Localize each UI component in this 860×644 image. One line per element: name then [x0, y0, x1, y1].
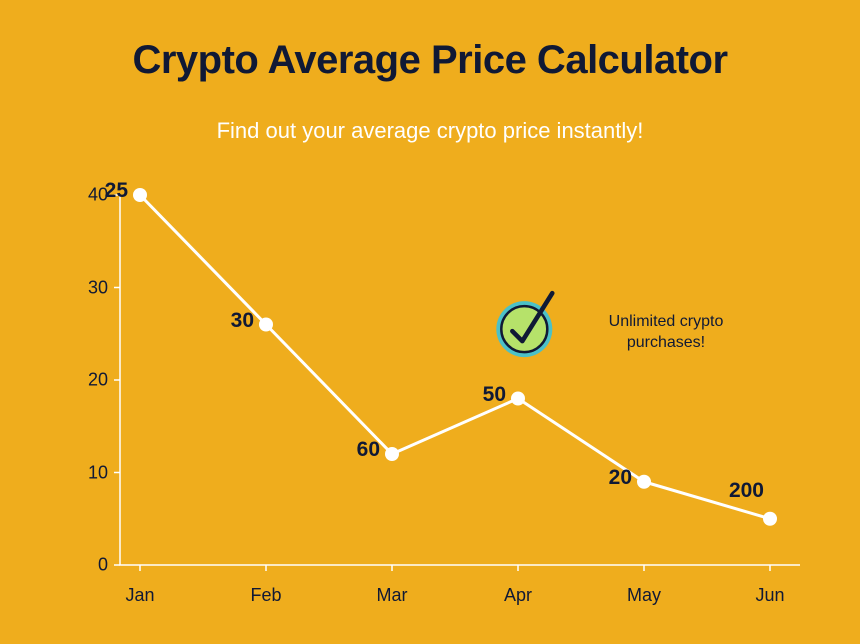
data-point-marker: [637, 475, 651, 489]
page-subtitle: Find out your average crypto price insta…: [0, 118, 860, 144]
price-line-chart: 010203040JanFebMarAprMayJun2530605020200…: [120, 195, 800, 625]
chart-svg: [120, 195, 800, 565]
y-axis-label: 40: [70, 185, 108, 206]
data-point-label: 25: [105, 179, 128, 203]
x-axis-label: Mar: [377, 585, 408, 606]
data-point-label: 50: [483, 383, 506, 407]
y-axis-label: 20: [70, 370, 108, 391]
callout-text: Unlimited crypto purchases!: [581, 311, 751, 354]
data-point-label: 30: [231, 309, 254, 333]
y-axis-label: 30: [70, 277, 108, 298]
x-axis-label: Jan: [125, 585, 154, 606]
x-axis-label: May: [627, 585, 661, 606]
data-point-marker: [133, 188, 147, 202]
data-point-label: 60: [357, 438, 380, 462]
data-point-marker: [385, 447, 399, 461]
page-title: Crypto Average Price Calculator: [0, 38, 860, 83]
price-series-line: [140, 195, 770, 519]
x-axis-label: Feb: [250, 585, 281, 606]
data-point-label: 20: [609, 466, 632, 490]
canvas: Crypto Average Price Calculator Find out…: [0, 0, 860, 644]
data-point-marker: [511, 392, 525, 406]
y-axis-label: 10: [70, 462, 108, 483]
y-axis-label: 0: [70, 555, 108, 576]
x-axis-label: Jun: [755, 585, 784, 606]
data-point-marker: [763, 512, 777, 526]
data-point-marker: [259, 318, 273, 332]
axis-lines: [120, 195, 800, 565]
checkmark-badge-icon: [496, 293, 552, 357]
data-point-label: 200: [729, 479, 764, 503]
x-axis-label: Apr: [504, 585, 532, 606]
